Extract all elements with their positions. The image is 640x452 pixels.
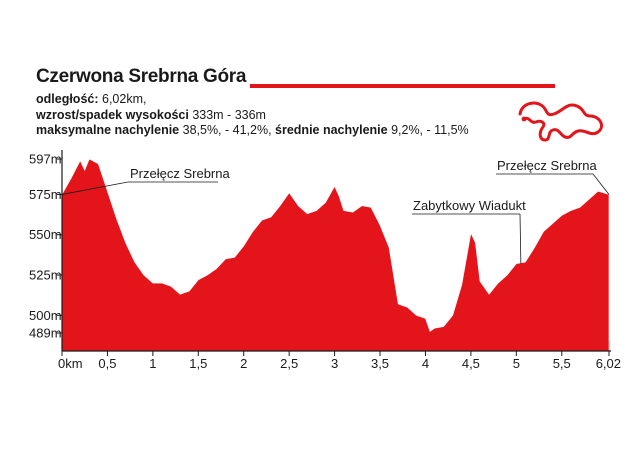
chart-header: Czerwona Srebrna Góra	[36, 66, 636, 88]
x-tick-label-5: 2,5	[280, 356, 298, 371]
distance-line: odległość: 6,02km,	[36, 92, 469, 108]
y-tick-label-0: 597m	[29, 152, 62, 167]
x-axis-ticks: 0km 0,5 1 1,5 2 2,5 3 3,5 4 4,5 5 5,5 6,02	[58, 351, 621, 371]
x-tick-label-3: 1,5	[189, 356, 207, 371]
x-tick-label-4: 2	[240, 356, 247, 371]
elevation-area	[61, 158, 610, 352]
annotation-label-1: Zabytkowy Wiadukt	[413, 198, 526, 213]
annotation-label-2: Przełęcz Srebrna	[497, 158, 597, 173]
chart-title: Czerwona Srebrna Góra	[36, 66, 247, 87]
annotation-leader-0	[61, 181, 129, 195]
route-info: odległość: 6,02km, wzrost/spadek wysokoś…	[36, 92, 469, 139]
x-tick-label-1: 0,5	[98, 356, 116, 371]
max-slope-label: maksymalne nachylenie	[36, 123, 180, 137]
x-tick-label-9: 4,5	[462, 356, 480, 371]
elevation-value: 333m - 336m	[188, 107, 266, 122]
annotation-leader-2	[592, 173, 610, 195]
y-tick-label-5: 489m	[29, 326, 62, 341]
x-tick-label-8: 4	[422, 356, 429, 371]
x-tick-label-2: 1	[149, 356, 156, 371]
chart-axes	[61, 150, 611, 352]
distance-value: 6,02km,	[98, 92, 147, 106]
y-tick-label-3: 525m	[29, 268, 62, 283]
y-tick-label-4: 500m	[29, 308, 62, 323]
x-tick-label-10: 5	[513, 356, 520, 371]
annotation-label-0: Przełęcz Srebrna	[130, 166, 230, 181]
annotation-leader-1	[519, 213, 522, 264]
title-rule	[250, 84, 555, 88]
x-tick-label-6: 3	[331, 356, 338, 371]
distance-label: odległość:	[36, 92, 99, 106]
elevation-label: wzrost/spadek wysokości	[36, 107, 189, 122]
avg-slope-value: 9,2%, - 11,5%	[387, 123, 469, 137]
slope-line: maksymalne nachylenie 38,5%, - 41,2%, śr…	[36, 123, 469, 139]
x-tick-label-7: 3,5	[371, 356, 389, 371]
x-tick-label-12: 6,02	[596, 356, 621, 371]
chart-annotations: Przełęcz Srebrna Zabytkowy Wiadukt Przełęc…	[61, 158, 610, 264]
elevation-line: wzrost/spadek wysokości 333m - 336m	[36, 108, 469, 124]
x-tick-label-0: 0km	[58, 356, 83, 371]
x-tick-label-11: 5,5	[553, 356, 571, 371]
max-slope-value: 38,5%, - 41,2%,	[179, 123, 276, 137]
y-tick-label-2: 550m	[29, 227, 62, 242]
avg-slope-label: średnie nachylenie	[275, 123, 388, 137]
route-map-icon	[518, 101, 603, 142]
y-tick-label-1: 575m	[29, 187, 62, 202]
y-axis-ticks: 597m 575m 550m 525m 500m 489m	[29, 152, 62, 341]
